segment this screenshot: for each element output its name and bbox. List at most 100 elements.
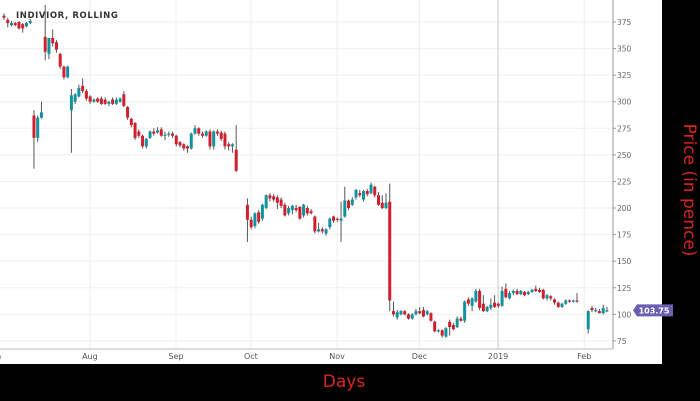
candle-body (493, 302, 497, 307)
candle (373, 185, 377, 198)
candle (264, 194, 268, 210)
candle (144, 137, 148, 149)
candle (212, 130, 216, 150)
candle (436, 329, 440, 333)
candle-body (290, 205, 294, 211)
candle-body (399, 311, 403, 315)
candle (586, 310, 590, 334)
candle (440, 329, 444, 338)
candle (141, 134, 145, 149)
candle (553, 298, 557, 305)
candle (451, 322, 455, 331)
candle-body (287, 208, 291, 214)
candle (223, 131, 227, 150)
candle-body (264, 195, 268, 209)
candle-body (152, 131, 156, 134)
candle (515, 288, 519, 296)
candle (489, 298, 493, 311)
candle-body (77, 87, 81, 97)
candle (257, 210, 261, 224)
candle-body (227, 144, 231, 147)
candle-body (538, 289, 542, 293)
candle-body (6, 19, 10, 24)
candle-body (133, 122, 137, 138)
candle-body (126, 107, 130, 118)
candle (414, 309, 418, 316)
candle-body (448, 321, 452, 328)
candle (13, 22, 17, 27)
candle (294, 204, 298, 213)
candle (96, 97, 100, 103)
candle (103, 97, 107, 105)
candle-body (73, 94, 77, 102)
candle (560, 302, 564, 308)
candle-body (470, 298, 474, 306)
candle (17, 20, 21, 30)
candle-body (174, 135, 178, 145)
candle-body (511, 290, 515, 294)
candle (84, 88, 88, 101)
candle (328, 217, 332, 230)
candle (391, 301, 395, 317)
candle (43, 4, 47, 61)
candle-body (362, 191, 366, 200)
candle-body (601, 307, 605, 314)
candle (590, 305, 594, 313)
candle-body (515, 290, 519, 295)
candle (549, 295, 553, 301)
candle-body (508, 293, 512, 299)
candle (433, 320, 437, 333)
candle-body (36, 117, 40, 138)
candle-body (369, 184, 373, 194)
candle (279, 197, 283, 209)
candle-body (294, 208, 298, 211)
candle (601, 304, 605, 315)
candles (2, 4, 609, 338)
candle (399, 310, 403, 316)
candle (36, 115, 40, 143)
candle (92, 98, 96, 103)
candle (208, 129, 212, 150)
candle (32, 110, 36, 169)
candle-body (466, 299, 470, 304)
candle-body (107, 101, 111, 104)
candle (163, 131, 167, 140)
candle-body (215, 131, 219, 134)
candle-body (560, 303, 564, 307)
x-tick-label: Aug (82, 352, 98, 361)
candle (174, 134, 178, 147)
candle (249, 216, 253, 230)
candle-body (283, 204, 287, 216)
candle (66, 65, 70, 79)
candle (107, 100, 111, 106)
candle-body (339, 218, 343, 221)
candle-body (58, 53, 62, 67)
candle (519, 289, 523, 296)
candle-body (523, 292, 527, 296)
candle-body (519, 290, 523, 295)
candle-body (257, 212, 261, 222)
candle (39, 101, 43, 119)
candle-body (451, 324, 455, 330)
chart-title: INDIVIOR, ROLLING (16, 11, 118, 21)
candle (51, 29, 55, 47)
candle (459, 316, 463, 322)
candle-body (335, 218, 339, 220)
candle-body (556, 302, 560, 307)
candle (534, 285, 538, 293)
candle-body (245, 204, 249, 220)
y-axis-ticks: 75 100 125 150 175 200 225 250 275 300 325 350 375 (613, 18, 632, 346)
candle-body (504, 288, 508, 298)
candle-body (141, 135, 145, 147)
y-tick-label: 175 (617, 231, 632, 240)
candle (567, 299, 571, 303)
candle-body (586, 311, 590, 330)
candle-body (444, 328, 448, 337)
candle (343, 186, 347, 218)
candle-body (354, 189, 358, 198)
x-tick-label: Feb (577, 352, 591, 361)
candle (493, 295, 497, 308)
y-tick-label: 125 (617, 284, 632, 293)
candle-body (268, 195, 272, 199)
candle-body (553, 299, 557, 303)
